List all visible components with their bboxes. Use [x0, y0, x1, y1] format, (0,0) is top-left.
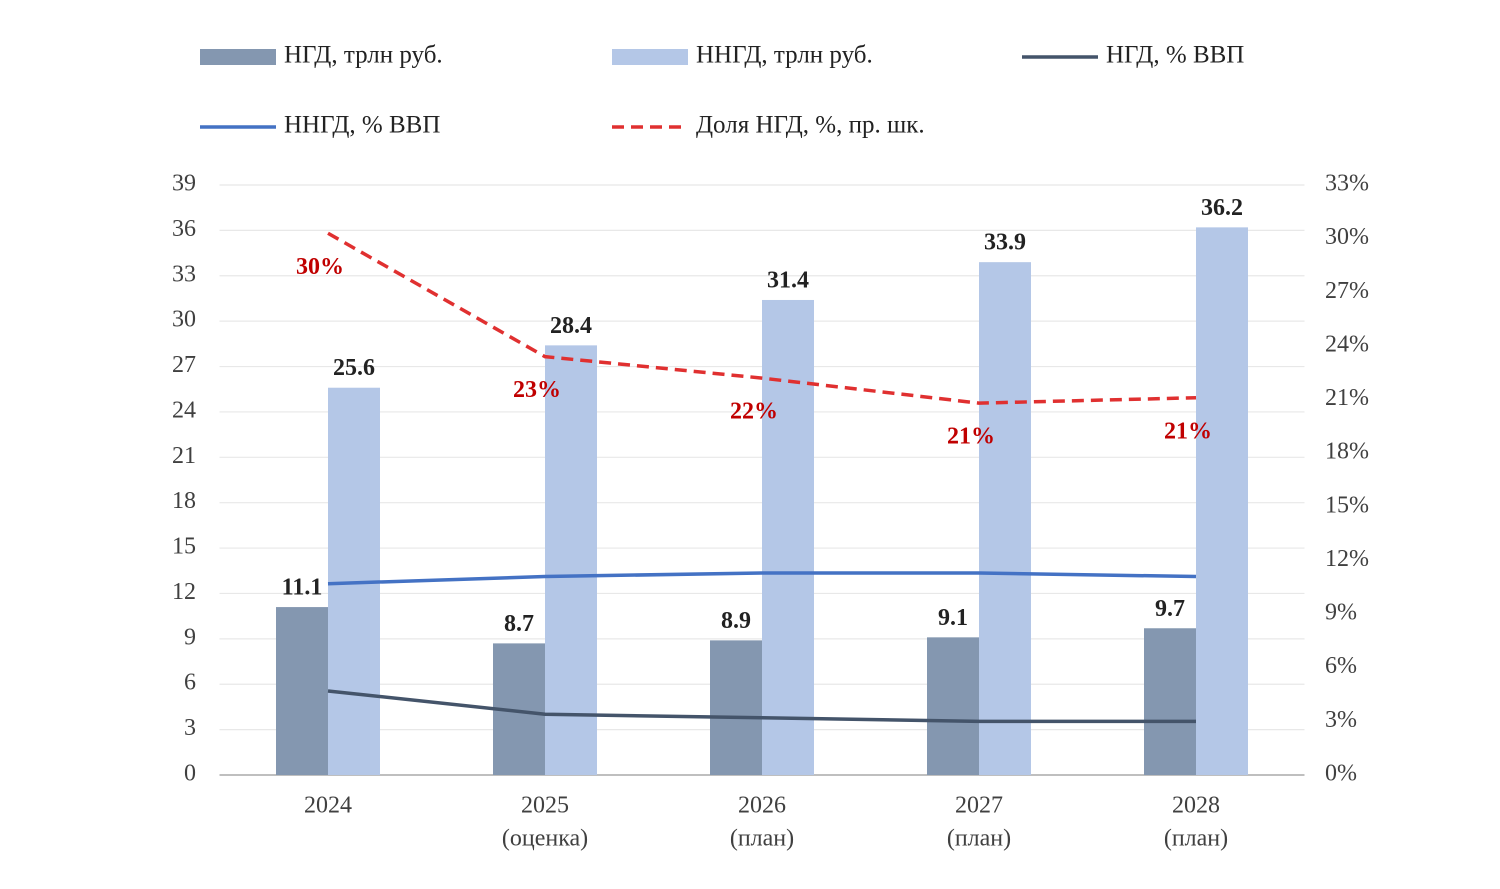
line	[327, 689, 1196, 724]
x-tick-label: 2026	[738, 793, 786, 819]
y-tick-label: 15	[172, 534, 196, 560]
legend-swatch	[200, 49, 276, 65]
bar	[1144, 628, 1196, 775]
legend-label: НГД, % ВВП	[1106, 42, 1244, 69]
y-tick-label: 6	[184, 670, 196, 696]
y2-tick-label: 12%	[1325, 546, 1369, 572]
x-tick-label: (план)	[947, 826, 1011, 852]
y-tick-label: 33	[172, 261, 196, 287]
bar	[545, 345, 597, 775]
y-tick-label: 39	[172, 171, 196, 197]
y2-tick-label: 15%	[1325, 492, 1369, 518]
x-tick-label: (план)	[730, 826, 794, 852]
y2-tick-label: 3%	[1325, 707, 1357, 733]
y2-tick-label: 33%	[1325, 171, 1369, 197]
value-label: 30%	[296, 254, 344, 280]
legend-label: ННГД, % ВВП	[284, 112, 440, 139]
bar	[710, 640, 762, 775]
x-tick-label: 2025	[521, 793, 569, 819]
value-label: 25.6	[333, 355, 375, 381]
y-tick-label: 9	[184, 624, 196, 650]
value-label: 21%	[947, 424, 995, 450]
value-label: 22%	[730, 399, 778, 425]
y-tick-label: 21	[172, 443, 196, 469]
value-label: 9.7	[1155, 596, 1185, 622]
bar	[979, 262, 1031, 776]
y-tick-label: 12	[172, 579, 196, 605]
y2-tick-label: 24%	[1325, 331, 1369, 357]
legend-label: ННГД, трлн руб.	[696, 42, 873, 69]
y2-tick-label: 21%	[1325, 385, 1369, 411]
line	[327, 571, 1197, 586]
legend-label: НГД, трлн руб.	[284, 42, 443, 69]
y-tick-label: 30	[172, 307, 196, 333]
y-tick-label: 0	[184, 761, 196, 787]
x-tick-label: (оценка)	[502, 826, 588, 852]
legend-swatch	[612, 49, 688, 65]
value-label: 9.1	[938, 605, 968, 631]
value-label: 8.9	[721, 608, 751, 634]
legend-label: Доля НГД, %, пр. шк.	[696, 112, 925, 139]
value-label: 28.4	[550, 313, 592, 339]
y2-tick-label: 0%	[1325, 761, 1357, 787]
line	[327, 231, 1197, 405]
value-label: 11.1	[282, 575, 323, 601]
y2-tick-label: 6%	[1325, 653, 1357, 679]
value-label: 23%	[513, 377, 561, 403]
y-tick-label: 3	[184, 715, 196, 741]
y2-tick-label: 18%	[1325, 439, 1369, 465]
y-tick-label: 36	[172, 216, 196, 242]
bar	[276, 607, 328, 775]
x-tick-label: 2027	[955, 793, 1003, 819]
y-tick-label: 27	[172, 352, 196, 378]
y2-tick-label: 9%	[1325, 600, 1357, 626]
y2-tick-label: 30%	[1325, 224, 1369, 250]
x-tick-label: (план)	[1164, 826, 1228, 852]
y2-tick-label: 27%	[1325, 278, 1369, 304]
x-tick-label: 2028	[1172, 793, 1220, 819]
y-tick-label: 18	[172, 488, 196, 514]
bar	[762, 299, 814, 775]
y-tick-label: 24	[172, 397, 196, 423]
value-label: 21%	[1164, 418, 1212, 444]
bar	[1196, 227, 1248, 775]
value-label: 31.4	[767, 267, 809, 293]
x-tick-label: 2024	[304, 793, 352, 819]
bar	[927, 637, 979, 775]
value-label: 8.7	[504, 611, 534, 637]
value-label: 33.9	[984, 230, 1026, 256]
value-label: 36.2	[1201, 195, 1243, 221]
